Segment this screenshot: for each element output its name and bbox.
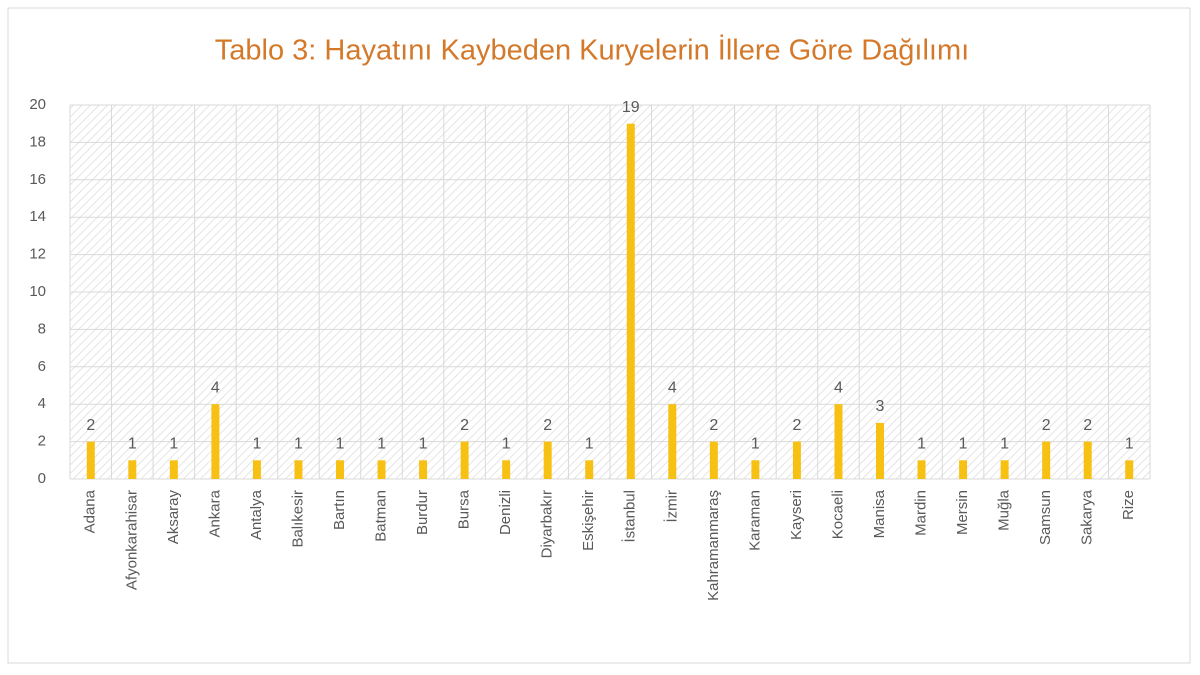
data-label: 1 <box>585 436 594 453</box>
bar <box>792 441 801 479</box>
bar <box>252 460 261 479</box>
x-tick-label: Muğla <box>996 489 1013 531</box>
x-tick-label: Ankara <box>206 489 223 537</box>
x-tick-label: Diyarbakır <box>539 490 556 558</box>
data-label: 2 <box>86 417 95 434</box>
data-label: 1 <box>1125 436 1134 453</box>
data-label: 2 <box>709 417 718 434</box>
x-tick-label: Bartın <box>331 490 348 530</box>
y-tick-label: 10 <box>29 283 46 300</box>
data-label: 2 <box>1042 417 1051 434</box>
bar <box>377 460 386 479</box>
data-label: 2 <box>1083 417 1092 434</box>
y-tick-label: 6 <box>38 358 46 375</box>
data-label: 1 <box>1000 436 1009 453</box>
x-tick-label: Batman <box>373 490 390 542</box>
x-tick-label: Afyonkarahisar <box>123 490 140 590</box>
x-tick-label: Kayseri <box>788 490 805 540</box>
bar <box>419 460 428 479</box>
x-tick-label: Mardin <box>913 490 930 536</box>
bar <box>668 404 677 479</box>
x-tick-label: İzmir <box>662 490 680 523</box>
x-tick-label: Sakarya <box>1079 489 1096 545</box>
x-tick-label: Eskişehir <box>580 490 597 551</box>
bar <box>86 441 95 479</box>
bar <box>626 123 635 479</box>
x-tick-label: Balıkesir <box>289 490 306 548</box>
x-tick-label: Mersin <box>954 490 971 535</box>
data-label: 1 <box>294 436 303 453</box>
data-label: 19 <box>622 99 640 116</box>
y-tick-label: 0 <box>38 470 46 487</box>
data-label: 1 <box>959 436 968 453</box>
bar <box>1000 460 1009 479</box>
x-tick-label: Rize <box>1120 490 1137 520</box>
bar <box>751 460 760 479</box>
bar <box>460 441 469 479</box>
x-tick-label: Kahramanmaraş <box>705 490 722 601</box>
data-label: 1 <box>128 436 137 453</box>
x-tick-label: Antalya <box>248 489 265 540</box>
bar <box>585 460 594 479</box>
bar <box>502 460 511 479</box>
data-label: 1 <box>917 436 926 453</box>
data-label: 1 <box>419 436 428 453</box>
data-label: 1 <box>502 436 511 453</box>
x-tick-label: Samsun <box>1037 490 1054 545</box>
bar <box>211 404 220 479</box>
y-tick-label: 8 <box>38 320 46 337</box>
y-tick-label: 14 <box>29 208 46 225</box>
data-label: 4 <box>211 379 220 396</box>
data-label: 2 <box>792 417 801 434</box>
bar <box>294 460 303 479</box>
chart-title: Tablo 3: Hayatını Kaybeden Kuryelerin İl… <box>215 34 969 67</box>
bar <box>336 460 344 479</box>
x-tick-label: Aksaray <box>165 490 182 545</box>
x-tick-label: İstanbul <box>621 490 639 543</box>
y-tick-label: 16 <box>29 171 46 188</box>
data-label: 3 <box>876 398 885 415</box>
y-tick-label: 18 <box>29 133 46 150</box>
bar <box>959 460 968 479</box>
data-label: 2 <box>460 417 469 434</box>
y-tick-label: 20 <box>29 96 46 113</box>
data-label: 1 <box>169 436 178 453</box>
y-tick-label: 12 <box>29 246 46 263</box>
data-label: 1 <box>252 436 261 453</box>
bar <box>1125 460 1134 479</box>
bar <box>169 460 178 479</box>
bar <box>917 460 926 479</box>
x-tick-label: Karaman <box>746 490 763 551</box>
data-label: 1 <box>377 436 386 453</box>
y-tick-label: 2 <box>38 433 46 450</box>
bar <box>876 422 884 479</box>
bar <box>834 404 843 479</box>
bar <box>1042 441 1051 479</box>
y-tick-label: 4 <box>38 395 46 412</box>
x-tick-label: Denizli <box>497 490 514 535</box>
data-label: 1 <box>751 436 760 453</box>
data-label: 1 <box>336 436 345 453</box>
x-tick-label: Burdur <box>414 490 431 535</box>
bar <box>709 441 718 479</box>
data-label: 4 <box>668 379 677 396</box>
x-tick-label: Manisa <box>871 489 888 538</box>
bar <box>543 441 552 479</box>
data-label: 2 <box>543 417 552 434</box>
x-tick-label: Adana <box>82 489 99 533</box>
x-tick-label: Bursa <box>456 489 473 529</box>
bar <box>128 460 137 479</box>
bar <box>1083 441 1092 479</box>
x-tick-label: Kocaeli <box>829 490 846 539</box>
data-label: 4 <box>834 379 843 396</box>
